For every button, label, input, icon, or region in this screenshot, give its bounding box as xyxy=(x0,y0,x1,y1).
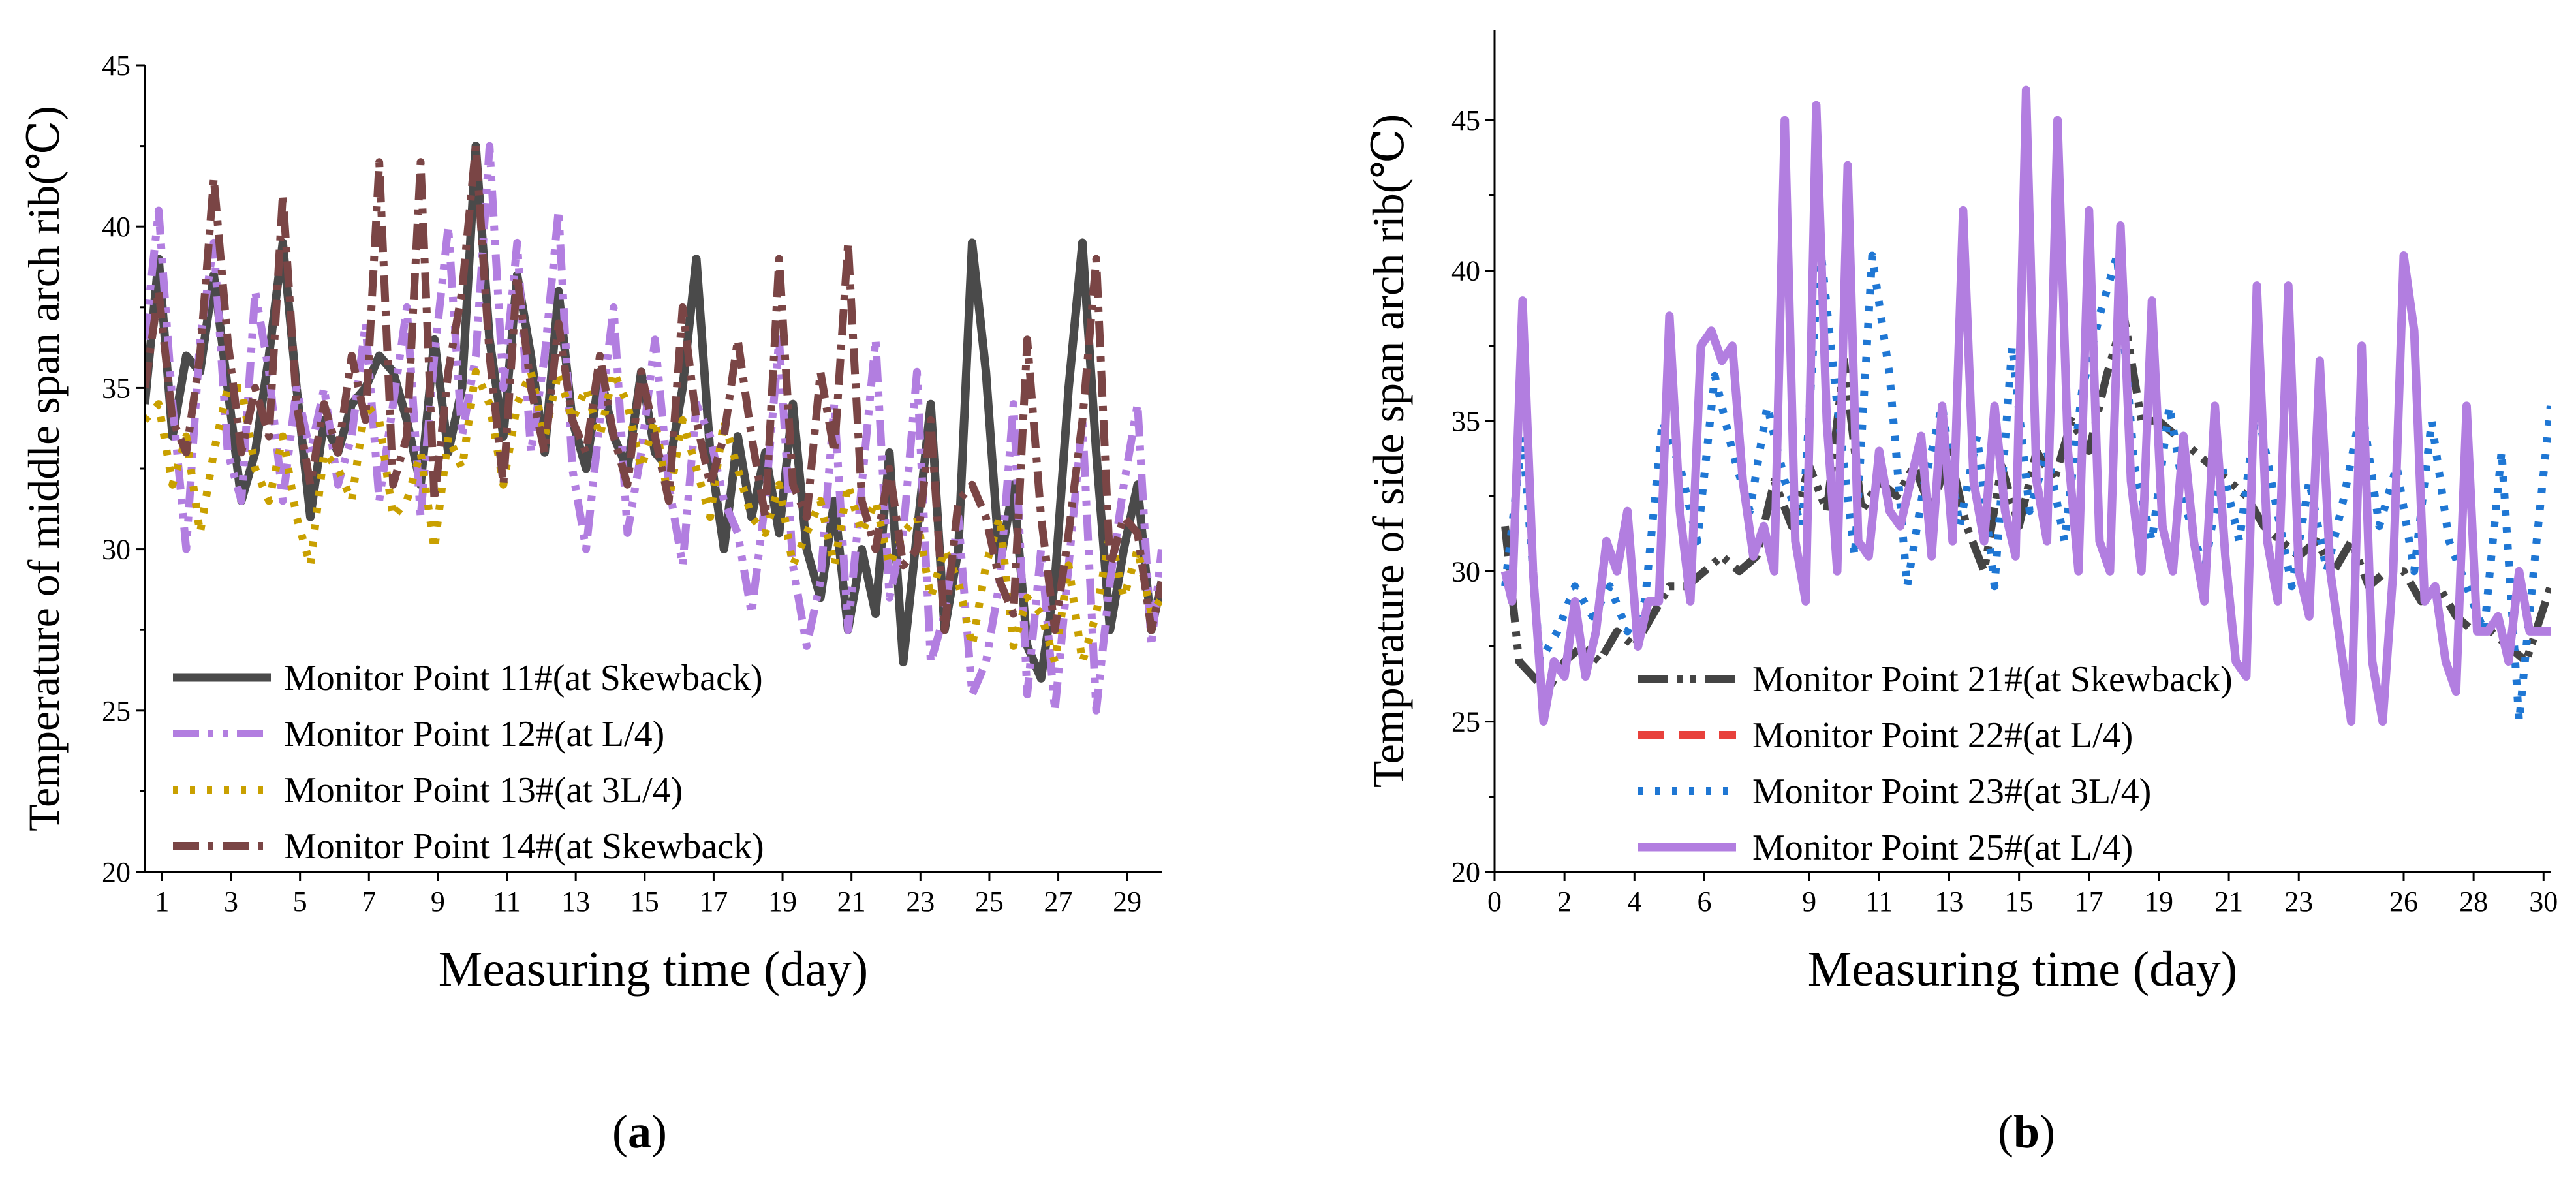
y-tick-label: 25 xyxy=(1451,706,1480,738)
legend-label-3: Monitor Point 13#(at 3L/4) xyxy=(284,770,683,811)
x-tick-label: 28 xyxy=(2459,886,2488,918)
series-line-2 xyxy=(145,142,1162,715)
y-tick-label: 35 xyxy=(1451,405,1480,437)
y-tick-label: 20 xyxy=(102,856,131,888)
panel-label: (b) xyxy=(1998,1106,2055,1158)
y-tick-label: 45 xyxy=(1451,104,1480,136)
x-axis-title: Measuring time (day) xyxy=(1808,942,2237,997)
x-tick-label: 13 xyxy=(1934,886,1963,918)
panel-letter: a xyxy=(628,1106,651,1158)
plot-area xyxy=(145,142,1162,715)
x-tick-label: 15 xyxy=(630,886,659,918)
legend-label-2: Monitor Point 22#(at L/4) xyxy=(1752,715,2133,756)
x-tick-label: 15 xyxy=(2005,886,2034,918)
plot-area xyxy=(1500,85,2551,726)
x-tick-label: 21 xyxy=(837,886,866,918)
legend-label-1: Monitor Point 21#(at Skewback) xyxy=(1752,659,2233,700)
x-tick-label: 6 xyxy=(1697,886,1711,918)
x-tick-label: 17 xyxy=(2075,886,2103,918)
y-axis-title: Temperature of middle span arch rib(℃) xyxy=(19,106,69,831)
x-tick-label: 21 xyxy=(2214,886,2243,918)
y-tick-label: 25 xyxy=(102,695,131,727)
x-axis-title: Measuring time (day) xyxy=(439,942,868,997)
panel-letter: b xyxy=(2013,1106,2040,1158)
x-tick-label: 7 xyxy=(362,886,376,918)
x-tick-label: 26 xyxy=(2389,886,2418,918)
x-tick-label: 4 xyxy=(1627,886,1641,918)
x-tick-label: 23 xyxy=(906,886,935,918)
x-tick-label: 23 xyxy=(2284,886,2313,918)
x-tick-label: 9 xyxy=(1802,886,1816,918)
legend: Monitor Point 21#(at Skewback) Monitor Po… xyxy=(1638,659,2233,868)
x-tick-label: 19 xyxy=(768,886,797,918)
series-line-3 xyxy=(1501,236,2551,726)
y-tick-label: 20 xyxy=(1451,856,1480,888)
legend: Monitor Point 11#(at Skewback) Monitor Po… xyxy=(173,658,764,867)
x-tick-label: 19 xyxy=(2145,886,2173,918)
legend-label-3: Monitor Point 23#(at 3L/4) xyxy=(1752,771,2151,812)
x-tick-label: 27 xyxy=(1044,886,1073,918)
legend-label-4: Monitor Point 25#(at L/4) xyxy=(1752,828,2133,868)
y-tick-label: 40 xyxy=(1451,255,1480,287)
y-tick-label: 40 xyxy=(102,211,131,243)
x-tick-label: 11 xyxy=(493,886,520,918)
panel-b: 20 25 30 35 40 45 0 2 4 6 9 11 13 15 17 19 21 23 26 28 30 Mea… xyxy=(1363,30,2558,1158)
x-tick-label: 25 xyxy=(975,886,1004,918)
x-tick-label: 1 xyxy=(155,886,169,918)
x-tick-label: 30 xyxy=(2529,886,2558,918)
y-tick-label: 30 xyxy=(102,534,131,566)
legend-label-1: Monitor Point 11#(at Skewback) xyxy=(284,658,763,698)
series-line-4 xyxy=(145,142,1162,634)
x-tick-label: 13 xyxy=(561,886,590,918)
y-tick-label: 30 xyxy=(1451,555,1480,587)
x-tick-label: 5 xyxy=(293,886,307,918)
x-tick-label: 11 xyxy=(1865,886,1893,918)
x-tick-label: 3 xyxy=(224,886,238,918)
series-line-4 xyxy=(1500,85,2551,726)
y-axis-title: Temperature of side span arch rib(℃) xyxy=(1363,114,1413,788)
x-tick-label: 9 xyxy=(431,886,445,918)
panel-label: (a) xyxy=(612,1106,667,1158)
legend-label-4: Monitor Point 14#(at Skewback) xyxy=(284,826,764,867)
legend-label-2: Monitor Point 12#(at L/4) xyxy=(284,714,664,754)
x-tick-label: 29 xyxy=(1113,886,1141,918)
series-line-3 xyxy=(145,367,1162,666)
x-tick-label: 2 xyxy=(1557,886,1572,918)
x-tick-label: 17 xyxy=(699,886,728,918)
y-tick-label: 45 xyxy=(102,50,131,82)
x-tick-label: 0 xyxy=(1487,886,1502,918)
y-tick-label: 35 xyxy=(102,372,131,404)
